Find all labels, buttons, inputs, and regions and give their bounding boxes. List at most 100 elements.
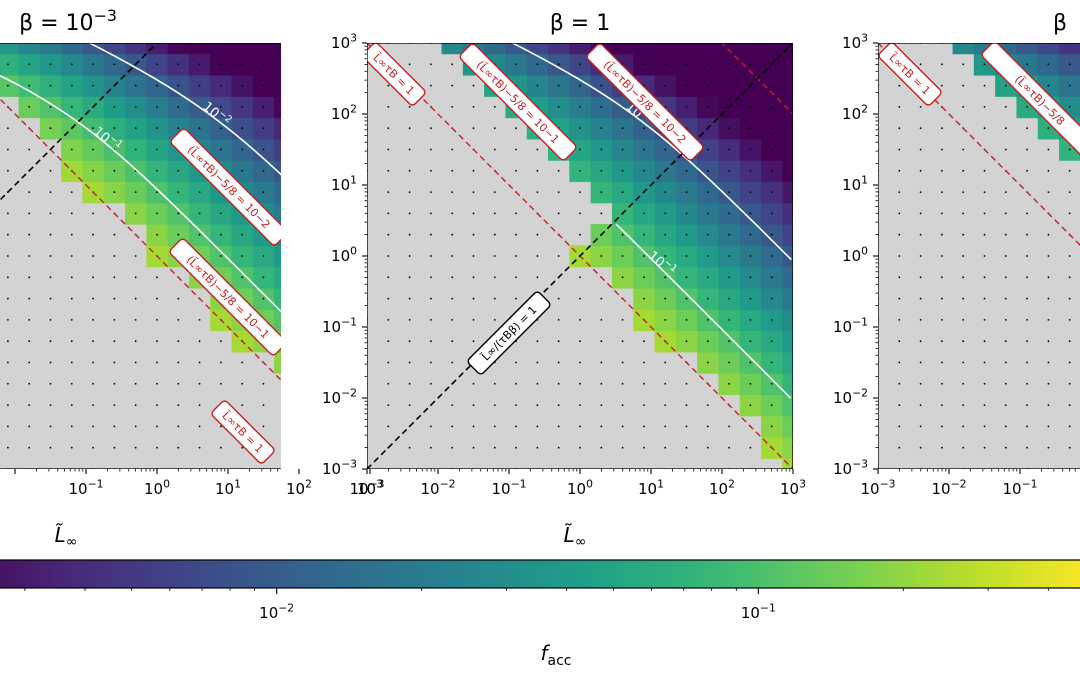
sample-point: [220, 233, 222, 236]
sample-point: [770, 212, 773, 215]
heatmap-cell: [274, 266, 281, 289]
sample-point: [941, 148, 943, 151]
sample-point: [28, 276, 31, 279]
sample-point: [557, 255, 560, 257]
sample-point: [643, 276, 645, 279]
sample-point: [284, 447, 286, 449]
sample-point: [134, 148, 137, 151]
sample-point: [472, 404, 475, 406]
heatmap-cell: [569, 43, 592, 55]
sample-point: [156, 361, 158, 364]
heatmap-cell: [167, 43, 190, 55]
sample-point: [728, 361, 730, 364]
sample-point: [7, 319, 9, 321]
colorbar-tick-label: 10−2: [259, 602, 294, 622]
sample-point: [685, 233, 688, 236]
sample-point: [430, 382, 432, 385]
sample-point: [134, 361, 137, 364]
sample-point: [472, 169, 475, 172]
sample-point: [749, 191, 752, 194]
sample-point: [536, 169, 539, 172]
sample-point: [28, 233, 31, 236]
sample-point: [515, 425, 517, 428]
sample-point: [49, 425, 52, 428]
sample-point: [643, 446, 645, 449]
sample-point: [941, 425, 943, 428]
sample-point: [664, 276, 667, 279]
sample-point: [70, 212, 73, 215]
heatmap-cell: [274, 117, 281, 140]
sample-point: [305, 383, 307, 385]
sample-point: [515, 212, 517, 215]
heatmap-cell: [338, 224, 360, 246]
sample-point: [493, 212, 496, 215]
sample-point: [664, 212, 667, 215]
sample-point: [7, 425, 9, 428]
sample-point: [177, 84, 180, 87]
sample-point: [451, 425, 454, 428]
colorbar-label: facc: [540, 641, 571, 669]
sample-point: [284, 319, 286, 321]
sample-point: [134, 191, 137, 194]
heatmap-cell: [295, 181, 317, 203]
heatmap-cell: [1059, 43, 1080, 55]
sample-point: [7, 404, 9, 406]
sample-point: [387, 233, 390, 236]
sample-point: [643, 233, 645, 236]
sample-point: [49, 233, 52, 236]
sample-point: [220, 255, 222, 257]
sample-point: [962, 106, 965, 108]
heatmap-cell: [782, 117, 793, 140]
sample-point: [579, 276, 581, 279]
sample-point: [1047, 425, 1050, 428]
sample-point: [49, 255, 52, 257]
sample-point: [983, 255, 986, 257]
x-tick-label: 100: [144, 478, 170, 498]
sample-point: [177, 233, 180, 236]
sample-point: [284, 340, 286, 342]
sample-point: [685, 297, 688, 300]
x-tick-label: 103: [357, 478, 383, 498]
sample-point: [408, 276, 411, 279]
sample-point: [898, 382, 901, 385]
sample-point: [685, 319, 688, 321]
heatmap-cell: [1037, 43, 1060, 55]
plot-area: 10−210−1L̃∞τB = 1(L̃∞τB)−5/8 = 10−1(L̃∞τ…: [367, 43, 793, 469]
sample-point: [493, 255, 496, 257]
sample-point: [941, 361, 943, 364]
sample-point: [177, 382, 180, 385]
sample-point: [49, 63, 52, 66]
heatmap-cell: [973, 43, 996, 55]
sample-point: [113, 297, 116, 300]
sample-point: [536, 446, 539, 449]
sample-point: [941, 319, 943, 321]
sample-point: [284, 255, 286, 257]
sample-point: [983, 63, 986, 66]
sample-point: [7, 127, 9, 130]
sample-point: [241, 361, 244, 364]
sample-point: [941, 404, 943, 406]
sample-point: [941, 191, 943, 194]
sample-point: [387, 404, 390, 406]
sample-point: [621, 404, 624, 406]
sample-point: [493, 297, 496, 300]
sample-point: [557, 297, 560, 300]
sample-point: [284, 85, 286, 87]
sample-point: [643, 127, 645, 130]
heatmap-cell: [210, 43, 233, 55]
sample-point: [28, 425, 31, 428]
sample-point: [113, 361, 116, 364]
sample-point: [749, 297, 752, 300]
sample-point: [579, 212, 581, 215]
sample-point: [451, 63, 454, 66]
sample-point: [1026, 382, 1028, 385]
sample-point: [898, 106, 901, 108]
sample-point: [1026, 297, 1028, 300]
sample-point: [348, 234, 350, 236]
sample-point: [113, 382, 116, 385]
sample-point: [305, 255, 307, 257]
sample-point: [536, 84, 539, 87]
sample-point: [28, 255, 31, 257]
heatmap-cell: [505, 43, 528, 55]
sample-point: [1068, 446, 1071, 449]
